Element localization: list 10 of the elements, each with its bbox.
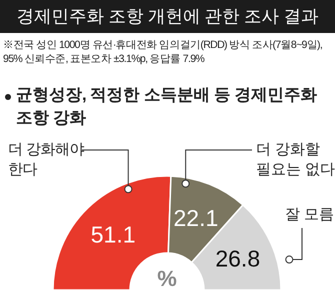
chart-title: 경제민주화 조항 개헌에 관한 조사 결과 [0, 0, 335, 33]
text: ※전국 성인 1000명 유선·휴대전화 임의걸기(RDD) 방식 조사(7월8~9일), 95% 신뢰수준, 표본오차 ±3.1%p, 응답률 7.9% [3, 38, 324, 66]
slice-label: 더 강화해야 한다 [8, 140, 86, 180]
data-label: 51.1 [90, 221, 136, 248]
chart-subtitle: 균형성장, 적정한 소득분배 등 경제민주화 조항 강화 [16, 85, 318, 129]
data-label: 26.8 [215, 245, 260, 272]
text: % [157, 266, 177, 290]
slice-label: 잘 모름 [284, 205, 334, 225]
slice-label: 더 강화할 필요는 없다 [256, 140, 335, 180]
data-label: 22.1 [173, 205, 218, 232]
